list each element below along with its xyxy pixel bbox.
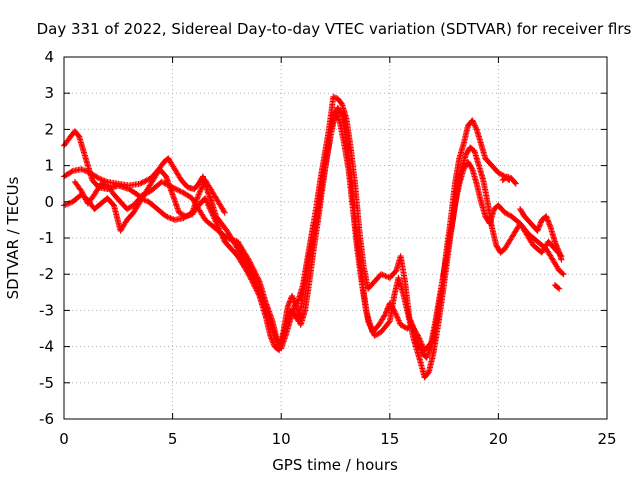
y-tick-label: -6 — [39, 410, 54, 428]
y-tick-label: -1 — [39, 229, 54, 247]
y-tick-label: -5 — [39, 374, 54, 392]
y-axis-ticks: 4 3 2 1 0 -1 -2 -3 -4 -5 -6 — [39, 48, 607, 428]
x-tick-label: 5 — [168, 430, 178, 448]
y-tick-label: 2 — [44, 120, 54, 138]
x-tick-label: 20 — [489, 430, 508, 448]
satellite-track — [517, 206, 565, 263]
track-markers — [499, 173, 519, 187]
y-tick-label: 3 — [44, 84, 54, 102]
x-tick-label: 0 — [59, 430, 69, 448]
track-markers — [517, 206, 565, 263]
x-tick-label: 25 — [597, 430, 616, 448]
x-tick-label: 10 — [272, 430, 291, 448]
y-tick-label: 1 — [44, 157, 54, 175]
y-tick-label: -4 — [39, 338, 54, 356]
data-points — [61, 93, 567, 381]
y-tick-label: -2 — [39, 265, 54, 283]
y-tick-label: 0 — [44, 193, 54, 211]
grid-lines — [64, 57, 607, 419]
satellite-track — [551, 282, 563, 292]
satellite-track — [499, 173, 519, 187]
satellite-track — [71, 177, 228, 223]
x-axis-label: GPS time / hours — [272, 456, 398, 474]
chart-title: Day 331 of 2022, Sidereal Day-to-day VTE… — [37, 20, 632, 38]
x-axis-ticks: 0 5 10 15 20 25 — [59, 57, 617, 448]
y-tick-label: -3 — [39, 301, 54, 319]
track-markers — [551, 282, 563, 292]
x-tick-label: 15 — [380, 430, 399, 448]
y-axis-label: SDTVAR / TECUs — [4, 176, 22, 299]
y-tick-label: 4 — [44, 48, 54, 66]
track-markers — [71, 177, 228, 223]
